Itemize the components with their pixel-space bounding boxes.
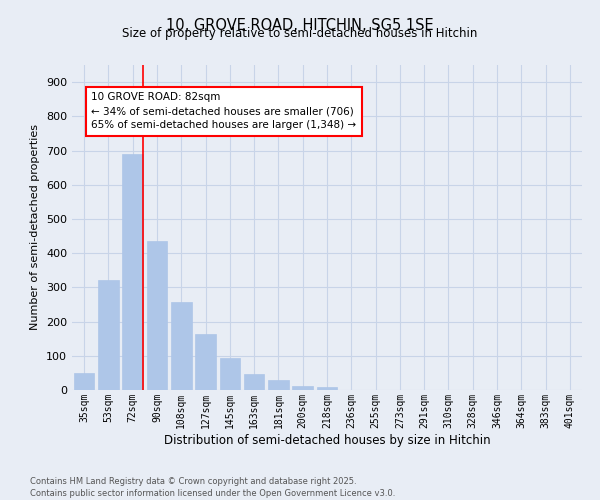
Bar <box>220 358 240 390</box>
Bar <box>171 302 191 390</box>
Bar <box>317 386 337 390</box>
Text: Size of property relative to semi-detached houses in Hitchin: Size of property relative to semi-detach… <box>122 28 478 40</box>
Text: Contains HM Land Registry data © Crown copyright and database right 2025.
Contai: Contains HM Land Registry data © Crown c… <box>30 476 395 498</box>
Bar <box>292 386 313 390</box>
Text: 10, GROVE ROAD, HITCHIN, SG5 1SE: 10, GROVE ROAD, HITCHIN, SG5 1SE <box>166 18 434 32</box>
Text: 10 GROVE ROAD: 82sqm
← 34% of semi-detached houses are smaller (706)
65% of semi: 10 GROVE ROAD: 82sqm ← 34% of semi-detac… <box>91 92 356 130</box>
Bar <box>268 380 289 390</box>
X-axis label: Distribution of semi-detached houses by size in Hitchin: Distribution of semi-detached houses by … <box>164 434 490 446</box>
Bar <box>74 373 94 390</box>
Bar <box>122 154 143 390</box>
Bar <box>244 374 265 390</box>
Bar <box>195 334 216 390</box>
Y-axis label: Number of semi-detached properties: Number of semi-detached properties <box>31 124 40 330</box>
Bar <box>98 280 119 390</box>
Bar <box>146 241 167 390</box>
